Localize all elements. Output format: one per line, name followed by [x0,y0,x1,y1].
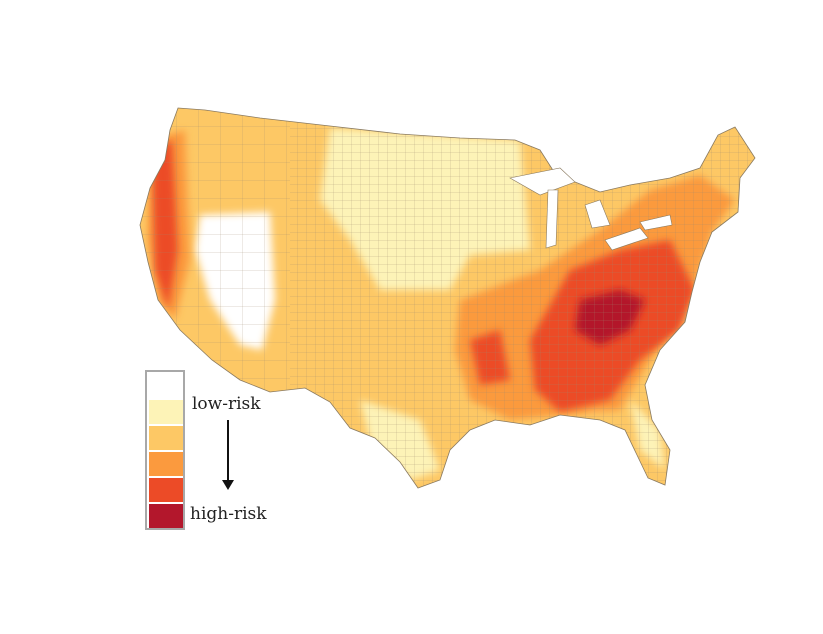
legend-swatch-3 [149,426,183,450]
county-boundaries-east [290,108,755,488]
legend-swatch-5 [149,478,183,502]
risk-direction-arrow [222,420,234,490]
legend-swatch-4 [149,452,183,476]
legend-swatch-6 [149,504,183,528]
legend-high-risk-label: high-risk [190,504,267,524]
legend-swatch-2 [149,400,183,424]
legend-low-risk-label: low-risk [192,394,261,414]
great-lakes [509,167,673,251]
legend-swatch-1 [149,374,183,398]
risk-legend [145,370,185,530]
